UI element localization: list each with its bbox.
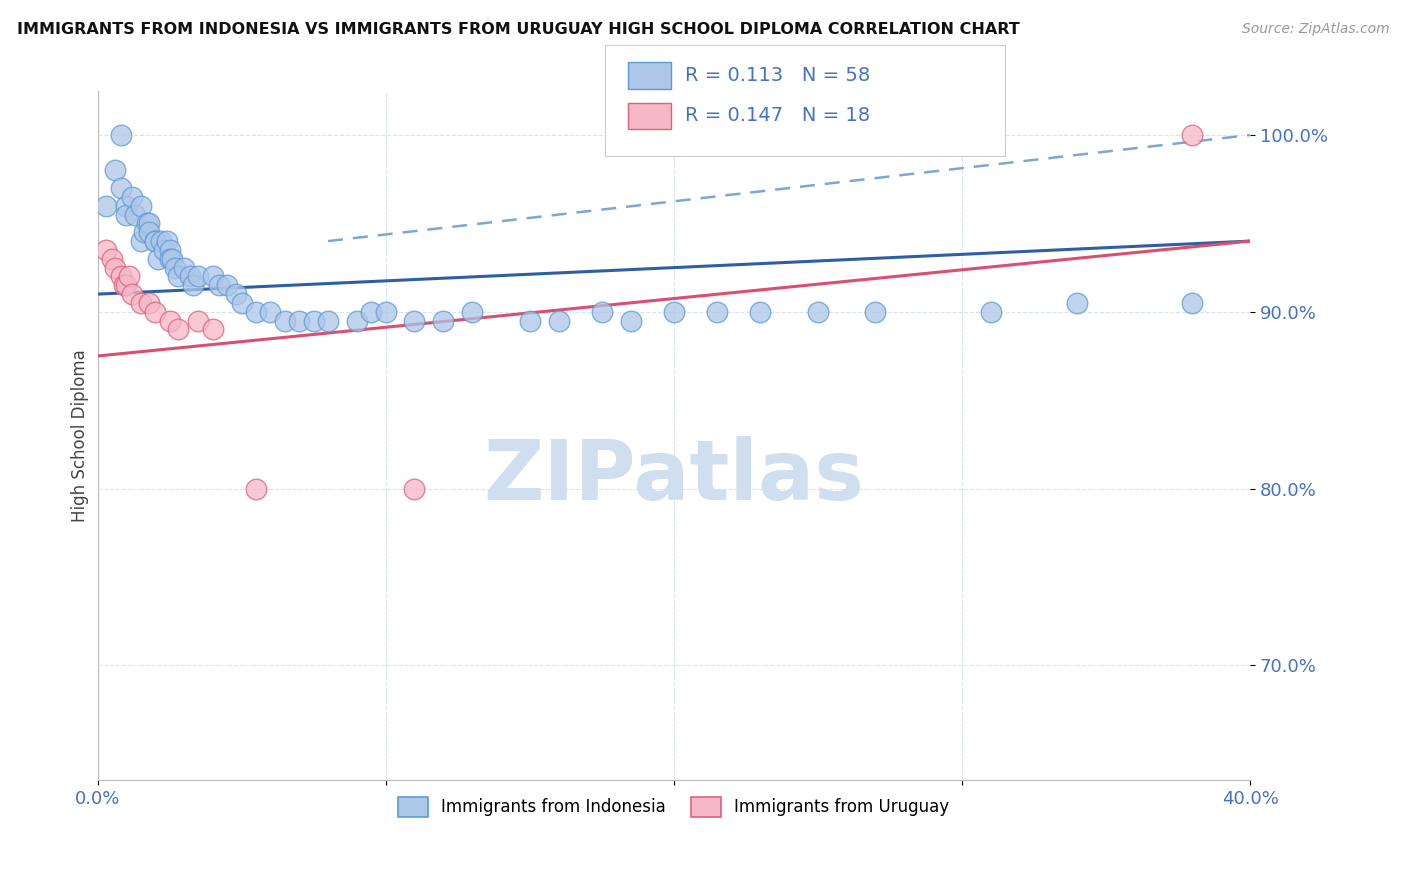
Point [124,208,146,222]
Point [187,313,209,327]
Point [153,243,176,257]
Point [115,208,138,222]
Point [138,225,160,239]
Point [187,269,209,284]
Point [865,305,887,319]
Point [104,260,127,275]
Point [165,260,187,275]
Point [143,234,166,248]
Point [245,305,267,319]
Point [129,296,152,310]
Point [159,252,181,266]
Point [288,313,311,327]
Point [404,482,426,496]
Point [749,305,772,319]
Point [201,322,224,336]
Point [138,216,160,230]
Text: ZIPatlas: ZIPatlas [484,436,865,517]
Point [173,260,195,275]
Point [302,313,325,327]
Point [181,278,204,293]
Point [225,287,247,301]
Point [104,163,127,178]
Point [143,305,166,319]
Point [149,234,172,248]
Point [207,278,229,293]
Point [404,313,426,327]
Point [135,216,157,230]
Point [1181,128,1204,142]
Point [519,313,541,327]
Point [146,252,169,266]
Point [179,269,201,284]
Point [619,313,641,327]
Legend: Immigrants from Indonesia, Immigrants from Uruguay: Immigrants from Indonesia, Immigrants fr… [391,790,956,823]
Point [259,305,281,319]
Point [156,234,179,248]
Point [129,199,152,213]
Point [245,482,267,496]
Point [132,225,155,239]
Point [115,199,138,213]
Point [110,269,132,284]
Point [129,234,152,248]
Point [96,199,118,213]
Point [167,322,190,336]
Point [807,305,830,319]
Point [138,296,160,310]
Point [591,305,613,319]
Point [112,278,135,293]
Point [547,313,569,327]
Point [316,313,339,327]
Point [980,305,1002,319]
Point [274,313,297,327]
Point [231,296,253,310]
Point [201,269,224,284]
Point [110,128,132,142]
Point [159,313,181,327]
Point [217,278,239,293]
Point [461,305,484,319]
Point [118,269,141,284]
Text: R = 0.147   N = 18: R = 0.147 N = 18 [685,106,870,126]
Point [96,243,118,257]
Point [162,252,184,266]
Point [121,190,143,204]
Point [115,278,138,293]
Point [167,269,190,284]
Point [374,305,396,319]
Point [121,287,143,301]
Text: R = 0.113   N = 58: R = 0.113 N = 58 [685,66,870,86]
Point [143,234,166,248]
Point [662,305,685,319]
Text: Source: ZipAtlas.com: Source: ZipAtlas.com [1241,22,1389,37]
Point [159,243,181,257]
Point [360,305,382,319]
Point [706,305,728,319]
Point [110,181,132,195]
Point [1066,296,1088,310]
Point [432,313,454,327]
Y-axis label: High School Diploma: High School Diploma [72,349,89,522]
Point [101,252,124,266]
Text: IMMIGRANTS FROM INDONESIA VS IMMIGRANTS FROM URUGUAY HIGH SCHOOL DIPLOMA CORRELA: IMMIGRANTS FROM INDONESIA VS IMMIGRANTS … [17,22,1019,37]
Point [1181,296,1204,310]
Point [346,313,368,327]
